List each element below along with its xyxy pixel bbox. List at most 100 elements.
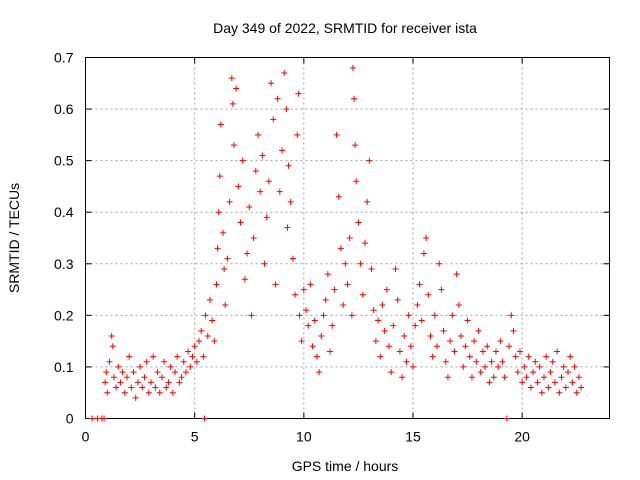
data-point — [148, 379, 154, 386]
data-point — [132, 394, 139, 401]
data-point — [401, 332, 408, 339]
data-point — [109, 343, 116, 350]
y-tick-label: 0.6 — [54, 101, 74, 117]
x-axis-label: GPS time / hours — [292, 458, 399, 474]
data-point — [510, 327, 517, 334]
data-point — [246, 204, 253, 211]
data-point — [549, 358, 556, 365]
data-point — [259, 152, 266, 159]
data-point — [274, 95, 281, 102]
x-tick-label: 10 — [296, 429, 312, 445]
data-point — [538, 389, 545, 396]
data-point — [353, 178, 360, 185]
data-point — [182, 369, 189, 376]
data-point — [119, 369, 126, 376]
data-point — [139, 384, 146, 391]
data-point — [554, 348, 561, 355]
data-point — [156, 389, 163, 396]
data-point — [499, 358, 506, 365]
data-point — [270, 116, 277, 123]
data-point — [519, 379, 526, 386]
data-point — [215, 209, 222, 216]
data-point — [103, 369, 110, 376]
data-point — [541, 374, 547, 381]
y-tick-label: 0.1 — [54, 359, 74, 375]
data-point — [316, 369, 323, 376]
data-point — [532, 358, 539, 365]
data-point — [211, 338, 218, 345]
data-point — [444, 374, 451, 381]
y-tick-label: 0 — [66, 411, 74, 427]
data-point — [284, 224, 291, 231]
data-point — [560, 363, 567, 370]
data-point — [101, 415, 108, 422]
data-point — [294, 131, 301, 138]
data-point — [390, 322, 397, 329]
data-point — [521, 363, 528, 370]
data-point — [106, 358, 113, 365]
data-point — [283, 106, 290, 113]
data-point — [545, 384, 552, 391]
data-point — [331, 286, 338, 293]
data-point — [214, 245, 221, 252]
data-point — [272, 281, 279, 288]
data-point — [123, 374, 130, 381]
data-point — [322, 296, 329, 303]
data-point — [551, 379, 558, 386]
data-point — [329, 322, 336, 329]
data-point — [239, 157, 246, 164]
x-tick-label: 0 — [82, 429, 90, 445]
data-point — [233, 85, 240, 92]
data-point — [202, 312, 209, 319]
data-point — [471, 338, 478, 345]
data-point — [324, 271, 331, 278]
data-point — [250, 235, 257, 241]
data-point — [141, 374, 148, 381]
data-point — [514, 369, 521, 376]
data-points — [89, 64, 585, 422]
data-point — [230, 142, 237, 149]
data-point — [222, 302, 229, 309]
data-point — [150, 353, 157, 360]
data-point — [313, 353, 320, 360]
data-point — [352, 142, 359, 149]
data-point — [200, 353, 207, 360]
data-point — [453, 271, 460, 278]
data-point — [244, 250, 251, 257]
data-point — [372, 338, 379, 345]
data-point — [547, 369, 554, 376]
data-point — [252, 167, 259, 174]
data-point — [468, 374, 475, 381]
data-point — [414, 302, 421, 309]
data-point — [178, 374, 185, 381]
data-point — [383, 286, 390, 293]
data-point — [289, 255, 296, 262]
data-point — [425, 291, 432, 298]
data-point — [307, 281, 314, 288]
data-point — [216, 173, 223, 180]
data-point — [418, 317, 425, 324]
data-point — [268, 80, 275, 87]
data-point — [479, 348, 486, 355]
data-point — [455, 302, 462, 309]
data-point — [320, 312, 327, 319]
data-point — [495, 363, 502, 370]
data-point — [108, 332, 115, 339]
data-point — [189, 353, 196, 360]
data-point — [578, 384, 585, 391]
data-point — [558, 374, 565, 381]
data-point — [355, 219, 362, 226]
data-point — [176, 379, 183, 386]
data-point — [569, 379, 576, 386]
data-point — [368, 265, 375, 272]
data-point — [534, 379, 541, 386]
data-point — [89, 415, 96, 422]
data-point — [497, 338, 504, 345]
data-point — [562, 384, 569, 391]
data-point — [416, 281, 423, 288]
data-point — [366, 157, 373, 164]
data-point — [121, 389, 128, 396]
data-point — [501, 374, 508, 381]
data-point — [241, 276, 248, 283]
